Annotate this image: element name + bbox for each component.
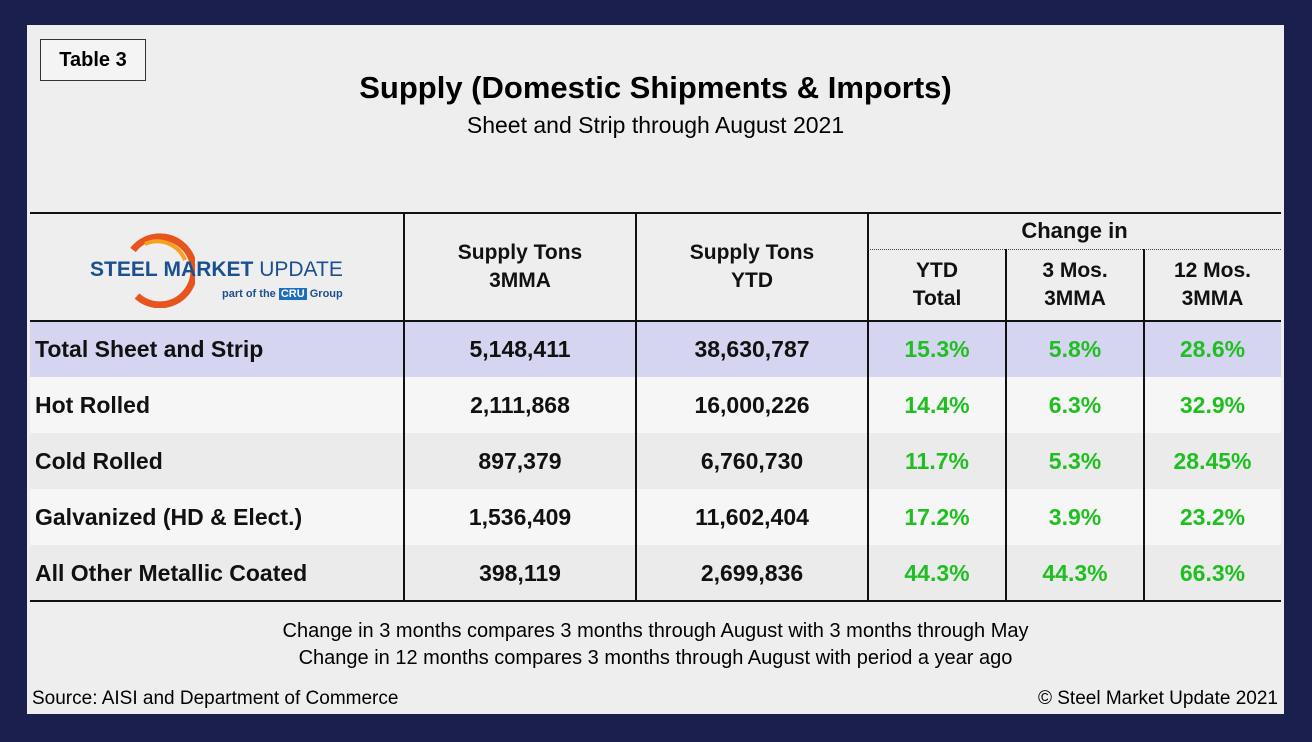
rule — [30, 600, 1281, 602]
cell: 28.6% — [1179, 335, 1246, 362]
column-header-line: Total — [912, 287, 962, 310]
cell: 44.3% — [1042, 559, 1108, 586]
column-header-line: YTD — [916, 259, 958, 282]
subtitle: Sheet and Strip through August 2021 — [466, 112, 845, 138]
logo-tagline-text: part of the — [222, 288, 276, 300]
logo-tagline: part of the CRU Group — [222, 288, 343, 300]
copyright: © Steel Market Update 2021 — [1037, 688, 1278, 709]
logo-arc — [130, 233, 195, 308]
title: Supply (Domestic Shipments & Imports) — [359, 70, 952, 105]
row-bg — [30, 377, 1281, 433]
column-header-line: Supply Tons — [457, 241, 583, 264]
cell: 32.9% — [1179, 391, 1246, 418]
cell: 5.3% — [1048, 447, 1102, 474]
cell: 398,119 — [479, 559, 561, 586]
logo-word: STEEL — [90, 258, 158, 281]
source: Source: AISI and Department of Commerce — [32, 688, 399, 709]
column-header: Supply Tons YTD — [636, 213, 868, 321]
footnote: Change in 12 months compares 3 months th… — [298, 647, 1013, 669]
column-header-line: 3MMA — [1044, 287, 1106, 310]
cell: 1,536,409 — [468, 503, 572, 530]
row-bg — [30, 321, 1281, 377]
footnote: Change in 3 months compares 3 months thr… — [282, 620, 1029, 642]
cell: 3.9% — [1048, 503, 1102, 530]
column-rule — [867, 213, 869, 601]
row-label: Cold Rolled — [35, 447, 163, 474]
column-rule — [1143, 249, 1145, 601]
cell: 66.3% — [1179, 559, 1246, 586]
cell: 6.3% — [1048, 391, 1102, 418]
column-header: YTD Total — [868, 249, 1006, 321]
column-rule — [635, 213, 637, 601]
dotted-line — [868, 249, 1281, 250]
cell: 2,111,868 — [470, 391, 570, 418]
logo-word: UPDATE — [259, 258, 343, 281]
column-header: 12 Mos. 3MMA — [1144, 249, 1281, 321]
cell: 2,699,836 — [700, 559, 804, 586]
column-header-line: 12 Mos. — [1173, 259, 1252, 282]
cell: 15.3% — [904, 335, 970, 362]
column-header: Supply Tons 3MMA — [404, 213, 636, 321]
column-rule — [1005, 249, 1007, 601]
column-header-line: 3 Mos. — [1042, 259, 1108, 282]
row-label: Hot Rolled — [35, 391, 150, 418]
cell: 6,760,730 — [700, 447, 804, 474]
cell: 5.8% — [1048, 335, 1102, 362]
row-label: Total Sheet and Strip — [35, 335, 264, 362]
cell: 16,000,226 — [694, 391, 810, 418]
row-bg — [30, 489, 1281, 545]
column-header-line: Supply Tons — [689, 241, 815, 264]
rule — [30, 212, 1281, 214]
cell: 23.2% — [1179, 503, 1246, 530]
rule — [30, 320, 1281, 322]
row-bg — [30, 545, 1281, 601]
logo-group-badge: CRU — [278, 288, 307, 300]
cell: 897,379 — [478, 447, 562, 474]
cell: 11.7% — [905, 447, 969, 474]
column-header-line: YTD — [731, 269, 773, 292]
cell: 17.2% — [904, 503, 970, 530]
row-label: Galvanized (HD & Elect.) — [35, 503, 303, 530]
cell: 28.45% — [1173, 447, 1252, 474]
cell: 38,630,787 — [694, 335, 810, 362]
cell: 44.3% — [904, 559, 970, 586]
column-header-line: 3MMA — [1181, 287, 1244, 310]
row-bg — [30, 433, 1281, 489]
logo-group: Group — [309, 288, 343, 300]
group-header: Change in — [1021, 218, 1128, 243]
panel: Table 3 Supply (Domestic Shipments & Imp… — [27, 25, 1284, 714]
column-header: 3 Mos. 3MMA — [1006, 249, 1144, 321]
column-rule — [403, 213, 405, 601]
table-badge: Table 3 — [40, 39, 146, 81]
logo-name: STEEL MARKET UPDATE — [90, 258, 343, 282]
column-header-line: 3MMA — [489, 269, 551, 292]
cell: 5,148,411 — [469, 335, 571, 362]
cell: 11,602,404 — [695, 503, 809, 530]
row-label: All Other Metallic Coated — [35, 559, 308, 586]
cell: 14.4% — [904, 391, 970, 418]
logo: STEEL MARKET UPDATE part of the CRU Grou… — [87, 230, 347, 310]
logo-word: MARKET — [163, 258, 254, 281]
